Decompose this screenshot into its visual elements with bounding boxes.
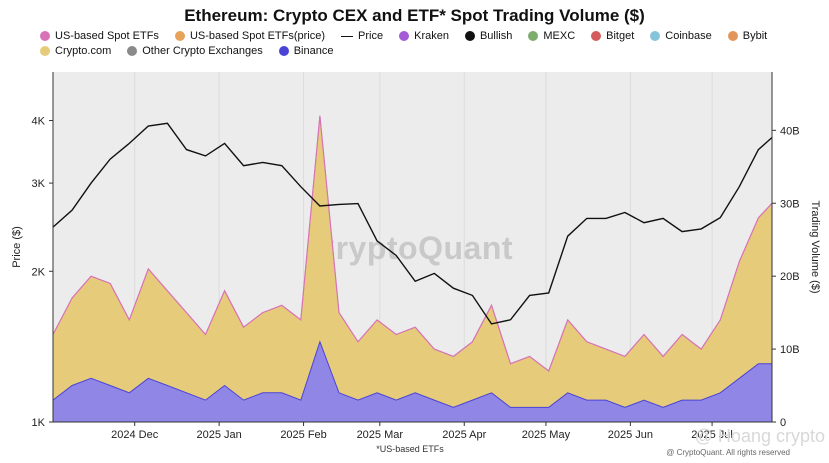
legend-label: Bitget [606,30,635,42]
left-tick-label: 3K [32,178,46,190]
legend-swatch [127,46,138,56]
chart-title: Ethereum: Crypto CEX and ETF* Spot Tradi… [184,6,645,25]
legend-label: Crypto.com [55,45,112,57]
legend-label: Binance [293,45,334,57]
legend-label: Kraken [414,30,449,42]
legend-swatch [528,31,539,41]
x-tick-label: 2025 Mar [357,429,404,441]
volume-binance-area [52,340,773,423]
legend-item[interactable]: Kraken [399,30,449,42]
x-tick-label: 2024 Dec [111,429,159,441]
right-axis-ticks: 0 10B 20B 30B 40B [772,125,800,429]
price-line-group [52,122,773,325]
legend-label: MEXC [543,30,576,42]
left-axis-ticks: 1K 2K 3K 4K [32,116,53,429]
legend-item[interactable]: Binance [278,45,334,57]
left-axis-title: Price ($) [11,226,23,268]
legend-swatch [278,46,289,56]
chart-watermark: CryptoQuant [312,230,513,266]
legend-label: Price [358,30,384,42]
legend-swatch [399,31,410,41]
volume-areas [52,115,773,423]
legend-swatch [650,31,661,41]
legend-item[interactable]: Other Crypto Exchanges [127,45,263,57]
volume-etf-edge [52,115,773,372]
right-tick-label: 40B [780,125,800,137]
x-tick-label: 2025 Apr [442,429,486,441]
left-tick-label: 1K [32,417,46,429]
right-axis-title: Trading Volume ($) [809,200,821,293]
legend-label: Other Crypto Exchanges [142,45,263,57]
left-tick-label: 4K [32,116,46,128]
legend-label: Bybit [742,30,768,42]
legend-item[interactable]: Bullish [464,30,513,42]
overlay-watermark: @ Hoang crypto [695,426,825,446]
legend-swatch [40,31,50,41]
legend-item[interactable]: Price [341,30,383,42]
right-tick-label: 0 [780,417,786,429]
legend-item[interactable]: US-based Spot ETFs [40,30,159,42]
right-tick-label: 10B [780,344,800,356]
left-tick-label: 2K [32,266,46,278]
legend-item[interactable]: Bitget [591,30,634,42]
price-line [52,122,773,325]
x-tick-label: 2025 May [522,429,571,441]
legend-label: Coinbase [665,30,712,42]
legend-swatch [591,31,602,41]
right-tick-label: 20B [780,271,800,283]
credit-text: @ CryptoQuant. All rights reserved [666,448,790,457]
legend-swatch [40,46,50,56]
legend-item[interactable]: Coinbase [650,30,712,42]
x-tick-label: 2025 Feb [280,429,326,441]
legend-swatch [727,31,738,41]
legend-item[interactable]: Crypto.com [40,45,111,57]
legend-swatch [341,35,354,37]
x-tick-label: 2025 Jun [608,429,653,441]
x-axis-ticks: 2024 Dec 2025 Jan 2025 Feb 2025 Mar 2025 Apr… [111,422,733,441]
legend-item[interactable]: Bybit [727,30,768,42]
footnote: *US-based ETFs [376,444,444,454]
legend-swatch [464,31,475,41]
chart-legend: US-based Spot ETFs US-based Spot ETFs(pri… [40,30,800,57]
x-tick-label: 2025 Jul [691,429,733,441]
x-tick-label: 2025 Jan [196,429,241,441]
right-tick-label: 30B [780,198,800,210]
legend-item[interactable]: US-based Spot ETFs(price) [174,30,326,42]
legend-swatch [174,31,185,41]
legend-label: US-based Spot ETFs [55,30,159,42]
legend-label: Bullish [479,30,513,42]
legend-item[interactable]: MEXC [528,30,575,42]
legend-label: US-based Spot ETFs(price) [189,30,326,42]
